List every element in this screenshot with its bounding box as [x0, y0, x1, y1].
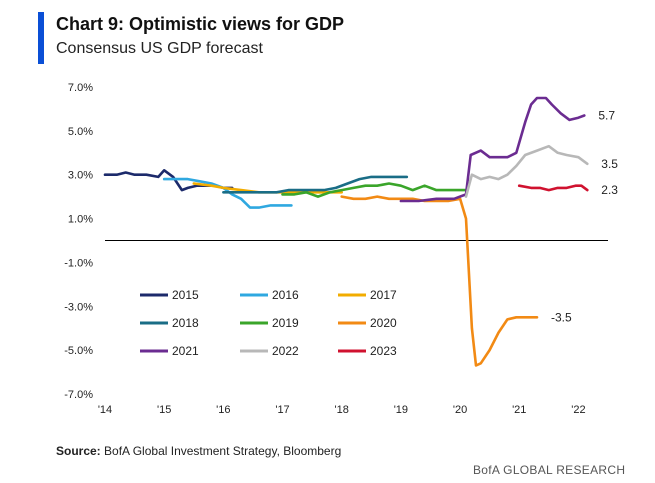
end-value-labels: 5.7 3.5 2.3 -3.5 [551, 109, 618, 325]
series-line-2016 [162, 177, 293, 209]
end-value-label: 3.5 [601, 157, 618, 171]
y-tick-label: -3.0% [64, 301, 93, 313]
series-line-2022 [464, 144, 589, 198]
x-tick-label: '21 [512, 404, 526, 416]
x-tick-label: '19 [394, 404, 408, 416]
source-label: Source: [56, 444, 101, 458]
chart-subtitle: Consensus US GDP forecast [56, 40, 263, 57]
series-line-2021 [399, 96, 586, 203]
title-accent-bar [38, 12, 44, 64]
source-note: Source: BofA Global Investment Strategy,… [56, 444, 341, 458]
legend-label-2023: 2023 [370, 344, 397, 358]
series-line-2018 [222, 175, 409, 194]
x-axis: '14 '15 '16 '17 '18 '19 '20 '21 '22 [98, 404, 586, 416]
chart-title: Chart 9: Optimistic views for GDP [56, 14, 345, 34]
legend-label-2016: 2016 [272, 288, 299, 302]
y-tick-label: 5.0% [68, 126, 93, 138]
y-tick-label: 3.0% [68, 170, 93, 182]
legend-label-2017: 2017 [370, 288, 397, 302]
end-value-label: 5.7 [598, 109, 615, 123]
legend-label-2020: 2020 [370, 316, 397, 330]
series-line-2023 [517, 184, 589, 192]
y-tick-label: 1.0% [68, 214, 93, 226]
x-tick-label: '18 [335, 404, 349, 416]
series-line-2020 [340, 195, 539, 367]
legend-label-2015: 2015 [172, 288, 199, 302]
y-tick-label: -5.0% [64, 345, 93, 357]
end-value-label: 2.3 [601, 183, 618, 197]
x-tick-label: '15 [157, 404, 171, 416]
y-tick-label: 7.0% [68, 82, 93, 94]
x-tick-label: '22 [571, 404, 585, 416]
y-tick-label: -1.0% [64, 257, 93, 269]
gdp-forecast-chart: 7.0% 5.0% 3.0% 1.0% -1.0% -3.0% -5.0% -7.0% '14… [64, 82, 618, 416]
y-tick-label: -7.0% [64, 389, 93, 401]
x-tick-label: '20 [453, 404, 467, 416]
x-tick-label: '17 [275, 404, 289, 416]
source-text: BofA Global Investment Strategy, Bloombe… [104, 444, 342, 458]
x-tick-label: '16 [216, 404, 230, 416]
end-value-label: -3.5 [551, 310, 572, 324]
legend-label-2019: 2019 [272, 316, 299, 330]
series-line-2019 [281, 182, 468, 198]
legend-label-2018: 2018 [172, 316, 199, 330]
brand-footer: BofA GLOBAL RESEARCH [473, 463, 626, 477]
series-lines [103, 96, 589, 367]
legend: 2015 2016 2017 2018 2019 2020 2021 2022 2023 [140, 288, 397, 358]
y-axis: 7.0% 5.0% 3.0% 1.0% -1.0% -3.0% -5.0% -7.0% [64, 82, 93, 401]
legend-label-2022: 2022 [272, 344, 299, 358]
legend-label-2021: 2021 [172, 344, 199, 358]
x-tick-label: '14 [98, 404, 112, 416]
